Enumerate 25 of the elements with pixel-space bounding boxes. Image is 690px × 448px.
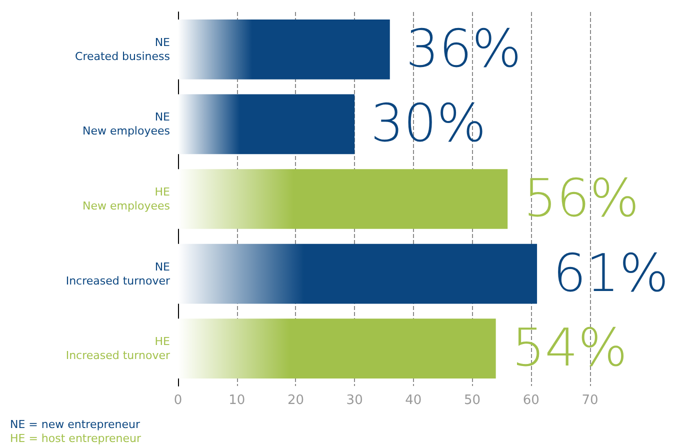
bar bbox=[178, 244, 538, 304]
data-label: 30% bbox=[370, 94, 486, 154]
y-tick-label: NE Created business bbox=[75, 36, 170, 63]
x-tick-label: 20 bbox=[287, 393, 304, 408]
y-tick-label: HE New employees bbox=[82, 186, 170, 212]
bar bbox=[178, 318, 496, 379]
y-tick-label: NE New employees bbox=[82, 110, 170, 138]
x-tick-label: 60 bbox=[522, 393, 540, 408]
bar bbox=[178, 19, 390, 80]
bar bbox=[178, 94, 355, 154]
bar bbox=[178, 169, 508, 229]
y-tick-label: HE Increased turnover bbox=[66, 335, 170, 362]
x-tick-label: 30 bbox=[346, 393, 363, 408]
x-tick-label: 10 bbox=[228, 393, 246, 408]
text: HE = host entrepreneur bbox=[10, 432, 142, 446]
x-tick-label: 70 bbox=[582, 393, 598, 408]
data-label: 36% bbox=[406, 19, 522, 80]
data-label: 56% bbox=[524, 169, 640, 229]
x-tick-label: 50 bbox=[464, 393, 481, 408]
data-label: 54% bbox=[512, 318, 628, 379]
text: NE = new entrepreneur bbox=[10, 418, 141, 432]
x-tick-label: 40 bbox=[405, 393, 422, 408]
data-label: 61% bbox=[553, 244, 669, 304]
x-tick-label: 0 bbox=[174, 393, 182, 408]
y-tick-label: NE Increased turnover bbox=[66, 260, 170, 288]
